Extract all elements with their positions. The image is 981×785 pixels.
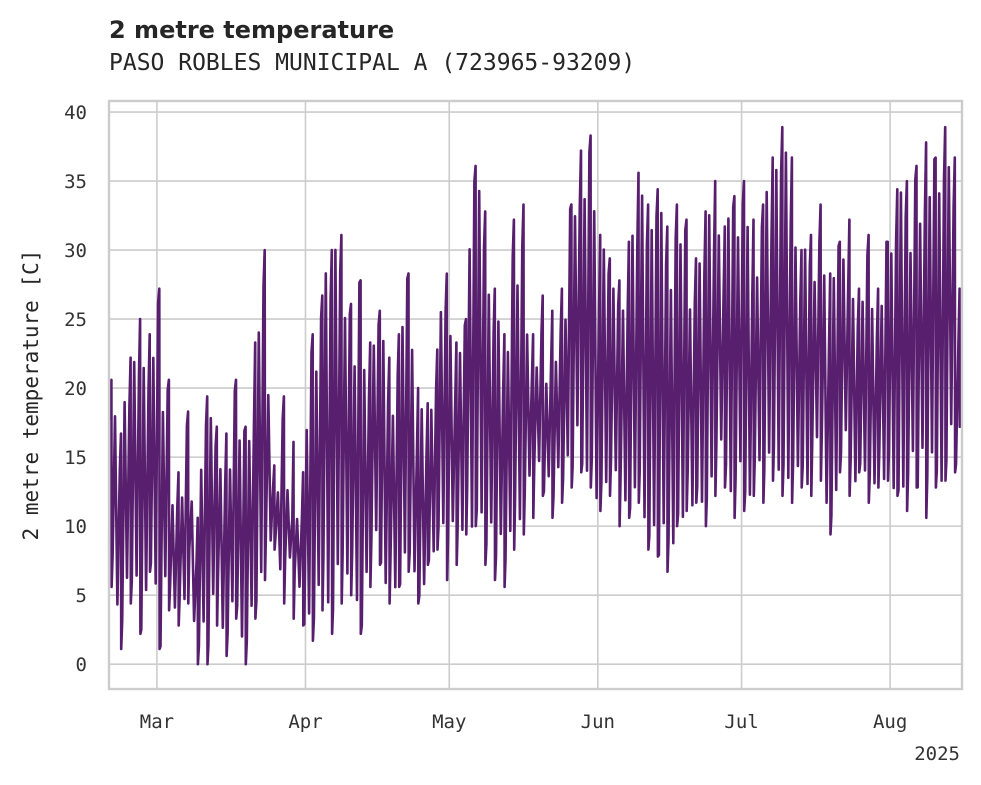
y-tick-label: 5 [76, 585, 87, 607]
y-tick-label: 30 [64, 240, 87, 262]
x-tick-label: Mar [140, 711, 174, 733]
x-tick-label: Apr [288, 711, 322, 733]
y-tick-label: 40 [64, 102, 87, 124]
chart-title: 2 metre temperature [109, 16, 395, 44]
x-tick-label: Aug [873, 711, 907, 733]
y-tick-label: 35 [64, 171, 87, 193]
y-tick-label: 0 [76, 654, 87, 676]
chart-subtitle: PASO ROBLES MUNICIPAL A (723965-93209) [109, 50, 636, 76]
x-tick-label: Jun [581, 711, 615, 733]
x-tick-label: Jul [724, 711, 758, 733]
y-tick-label: 25 [64, 309, 87, 331]
y-tick-label: 10 [64, 516, 87, 538]
x-tick-label: May [432, 711, 466, 733]
y-tick-label: 20 [64, 378, 87, 400]
temperature-series-line [108, 125, 963, 666]
y-axis-label: 2 metre temperature [C] [19, 250, 43, 541]
axes-frame [107, 99, 964, 691]
y-tick-label: 15 [64, 447, 87, 469]
x-offset-label: 2025 [914, 743, 960, 765]
